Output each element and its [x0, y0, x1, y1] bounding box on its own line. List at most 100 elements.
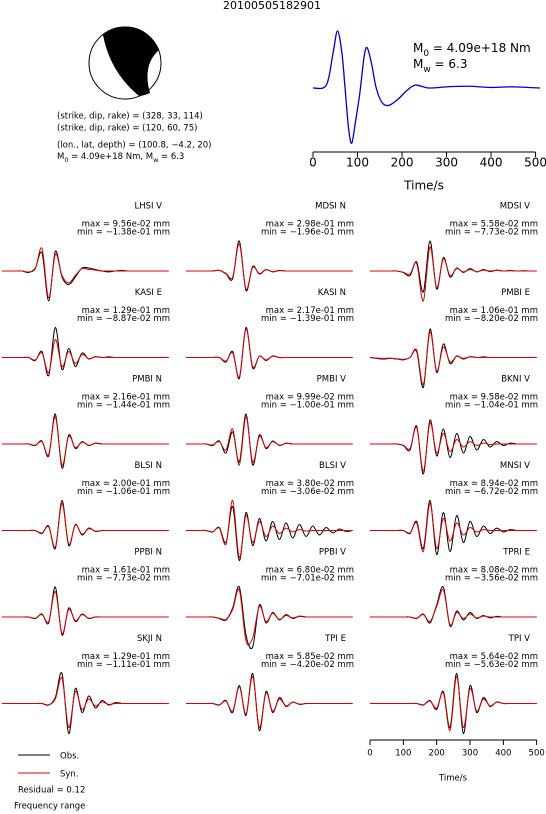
max-amplitude: max = 1.29e-01 mm — [82, 652, 170, 662]
min-amplitude: min = −5.63e-02 mm — [445, 660, 538, 670]
source-time-function — [312, 30, 541, 144]
synthetic-waveform — [186, 675, 353, 729]
min-amplitude: min = −1.44e-01 mm — [77, 401, 170, 411]
synthetic-waveform — [186, 588, 353, 646]
observed-waveform — [186, 326, 353, 380]
max-amplitude: max = 9.56e-02 mm — [82, 220, 170, 230]
max-amplitude: max = 5.85e-02 mm — [266, 652, 354, 662]
x-tick-label: 100 — [395, 749, 411, 759]
synthetic-waveform — [369, 331, 537, 386]
min-amplitude: min = −1.38e-01 mm — [77, 228, 170, 238]
subscript: w — [153, 156, 158, 164]
min-amplitude: min = −1.06e-01 mm — [77, 487, 170, 497]
x-tick-label: 100 — [346, 156, 369, 170]
station-name: KASI N — [318, 288, 346, 298]
station-name: PMBI V — [317, 375, 346, 385]
min-amplitude: min = −8.20e-02 mm — [445, 314, 538, 324]
min-amplitude: min = −4.20e-02 mm — [261, 660, 354, 670]
station-name: TPRI E — [502, 548, 530, 558]
text-part: = 6.3 — [431, 57, 468, 71]
station-name: PMBI E — [501, 288, 530, 298]
text-part: = 4.09e+18 Nm, M — [68, 152, 153, 162]
min-amplitude: min = −6.72e-02 mm — [445, 487, 538, 497]
residual: Residual = 0.12 — [18, 786, 85, 796]
text-part: M — [413, 57, 423, 71]
min-amplitude: min = −1.04e-01 mm — [445, 401, 538, 411]
min-amplitude: min = −3.06e-02 mm — [261, 487, 354, 497]
min-amplitude: min = −1.11e-01 mm — [77, 660, 170, 670]
x-tick-label: 0 — [367, 749, 372, 759]
station-name: MNSI V — [500, 461, 530, 471]
station-name: PMBI N — [132, 375, 162, 385]
max-amplitude: max = 2.98e-01 mm — [266, 220, 354, 230]
synthetic-waveform — [185, 499, 353, 559]
station-name: BLSI V — [319, 461, 346, 471]
synthetic-waveform — [370, 422, 537, 472]
x-axis-label: Time/s — [438, 774, 468, 784]
min-amplitude: min = −3.56e-02 mm — [445, 574, 538, 584]
synthetic-waveform — [2, 590, 169, 635]
x-tick-label: 400 — [480, 156, 503, 170]
max-amplitude: max = 9.58e-02 mm — [450, 393, 538, 403]
station-name: BKNI V — [501, 375, 530, 385]
max-amplitude: max = 6.80e-02 mm — [266, 566, 354, 576]
x-tick-label: 0 — [309, 156, 317, 170]
station-name: MDSI V — [500, 202, 530, 212]
subscript: w — [423, 65, 430, 75]
max-amplitude: max = 1.06e-01 mm — [450, 306, 538, 316]
max-amplitude: max = 2.17e-01 mm — [266, 306, 354, 316]
synthetic-waveform — [370, 589, 537, 626]
x-tick-label: 500 — [524, 156, 546, 170]
max-amplitude: max = 2.00e-01 mm — [82, 479, 170, 489]
observed-waveform — [186, 413, 353, 466]
observed-waveform — [369, 499, 537, 556]
max-amplitude: max = 5.58e-02 mm — [450, 220, 538, 230]
subscript: 0 — [64, 156, 68, 164]
x-tick-label: 200 — [391, 156, 414, 170]
x-tick-label: 500 — [529, 749, 545, 759]
source-line: (lon., lat, depth) = (100.8, −4.2, 20) — [57, 141, 212, 151]
moment-line: M0 = 4.09e+18 Nm, Mw = 6.3 — [57, 152, 184, 165]
legend-syn: Syn. — [60, 770, 79, 780]
synthetic-waveform — [369, 502, 537, 553]
max-amplitude: max = 2.16e-01 mm — [82, 393, 170, 403]
synthetic-waveform — [2, 338, 169, 374]
x-tick-label: 300 — [462, 749, 478, 759]
max-amplitude: max = 9.99e-02 mm — [266, 393, 354, 403]
stf-legend: M0 = 4.09e+18 Nm — [413, 41, 531, 59]
synthetic-waveform — [370, 675, 537, 732]
synthetic-waveform — [369, 246, 537, 302]
observed-waveform — [2, 326, 169, 377]
subscript: 0 — [423, 49, 429, 59]
max-amplitude: max = 1.61e-01 mm — [82, 566, 170, 576]
min-amplitude: min = −7.73e-02 mm — [77, 574, 170, 584]
min-amplitude: min = −8.87e-02 mm — [77, 314, 170, 324]
min-amplitude: min = −1.96e-01 mm — [261, 228, 354, 238]
x-tick-label: 400 — [495, 749, 511, 759]
station-name: PPBI V — [319, 548, 346, 558]
observed-waveform — [369, 240, 537, 293]
text-part: = 4.09e+18 Nm — [429, 41, 531, 55]
max-amplitude: max = 8.94e-02 mm — [450, 479, 538, 489]
max-amplitude: max = 3.80e-02 mm — [266, 479, 354, 489]
station-name: MDSI N — [315, 202, 346, 212]
observed-waveform — [1, 499, 169, 550]
station-name: KASI E — [135, 288, 162, 298]
synthetic-waveform — [186, 416, 353, 466]
observed-waveform — [185, 240, 353, 292]
min-amplitude: min = −7.73e-02 mm — [445, 228, 538, 238]
beachball — [88, 26, 162, 100]
max-amplitude: max = 1.29e-01 mm — [82, 306, 170, 316]
min-amplitude: min = −1.00e-01 mm — [261, 401, 354, 411]
station-name: TPI E — [324, 634, 346, 644]
synthetic-waveform — [186, 328, 353, 378]
x-tick-label: 200 — [429, 749, 445, 759]
legend-obs: Obs. — [60, 752, 79, 762]
station-name: PPBI N — [134, 548, 162, 558]
station-name: SKJI N — [137, 634, 162, 644]
text-part: = 6.3 — [158, 152, 184, 162]
synthetic-waveform — [1, 502, 169, 548]
source-line: (strike, dip, rake) = (328, 33, 114) — [57, 112, 203, 122]
max-amplitude: max = 5.64e-02 mm — [450, 652, 538, 662]
